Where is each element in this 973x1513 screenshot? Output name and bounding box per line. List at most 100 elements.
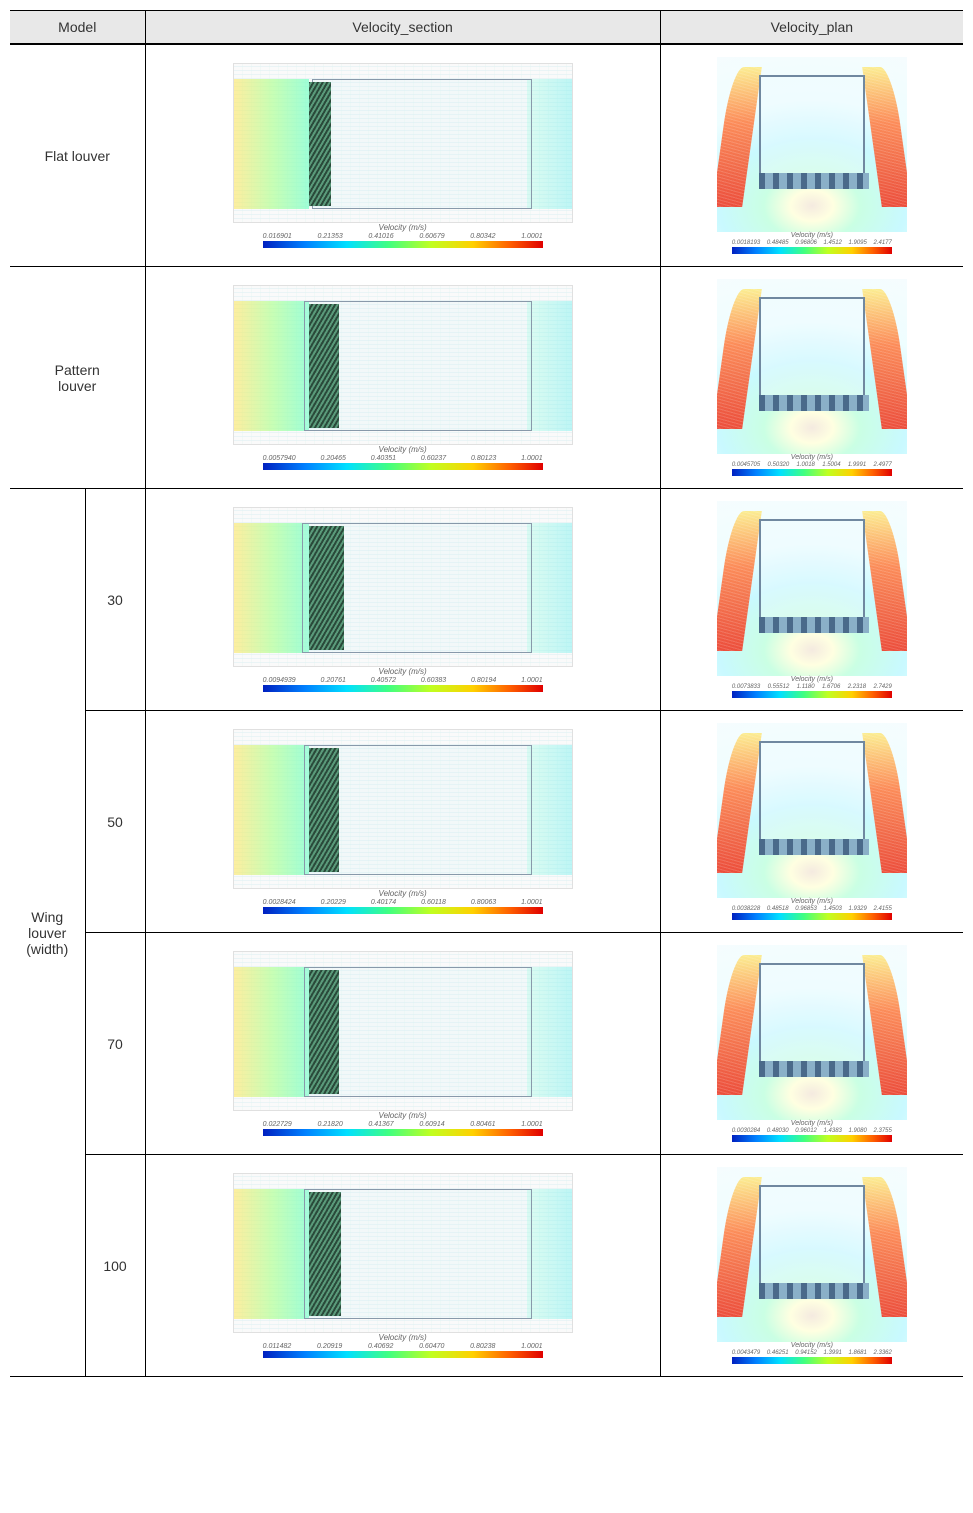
cfd-plan-figure: Velocity (m/s) 0.00434790.462510.941521.… bbox=[717, 1167, 907, 1364]
velocity-field-plan bbox=[717, 57, 907, 232]
colorbar-value: 1.9329 bbox=[849, 906, 867, 912]
inlet-zone bbox=[234, 967, 309, 1097]
colorbar-value: 0.40174 bbox=[371, 899, 396, 906]
colorbar-value: 0.60237 bbox=[421, 455, 446, 462]
sub-label: 70 bbox=[85, 933, 145, 1155]
cell-plan: Velocity (m/s) 0.00382280.485180.968531.… bbox=[660, 711, 963, 933]
colorbar-value: 1.3991 bbox=[824, 1350, 842, 1356]
colorbar-value: 0.60914 bbox=[419, 1121, 444, 1128]
plan-louver bbox=[759, 617, 869, 633]
colorbar-value: 0.60679 bbox=[419, 233, 444, 240]
cell-section: Velocity (m/s) 0.00284240.202290.401740.… bbox=[145, 711, 660, 933]
colorbar-value: 0.0045705 bbox=[732, 462, 760, 468]
colorbar-value: 1.9080 bbox=[849, 1128, 867, 1134]
colorbar-value: 0.55512 bbox=[768, 684, 790, 690]
outlet-zone bbox=[527, 1189, 572, 1319]
colorbar-value: 0.20761 bbox=[321, 677, 346, 684]
table-row: Winglouver(width)30 Velocity (m/s) 0.009… bbox=[10, 489, 963, 711]
colorbar-value: 2.3755 bbox=[873, 1128, 891, 1134]
velocity-field-section bbox=[233, 729, 573, 889]
colorbar-section: Velocity (m/s) 0.00579400.204650.403510.… bbox=[263, 445, 543, 470]
colorbar-values: 0.00949390.207610.405720.603830.801941.0… bbox=[263, 677, 543, 684]
colorbar-value: 0.20919 bbox=[317, 1343, 342, 1350]
inlet-zone bbox=[234, 1189, 309, 1319]
colorbar-label: Velocity (m/s) bbox=[732, 232, 892, 239]
colorbar-gradient bbox=[732, 913, 892, 920]
colorbar-value: 0.0028424 bbox=[263, 899, 296, 906]
colorbar-values: 0.0227290.218200.413670.609140.804611.00… bbox=[263, 1121, 543, 1128]
outlet-zone bbox=[527, 745, 572, 875]
louver-zone bbox=[309, 748, 339, 872]
chamber-outline bbox=[312, 79, 532, 209]
colorbar-values: 0.00738330.555121.11801.67062.23182.7429 bbox=[732, 684, 892, 690]
louver-zone bbox=[309, 82, 331, 206]
colorbar-label: Velocity (m/s) bbox=[263, 667, 543, 676]
colorbar-value: 0.022729 bbox=[263, 1121, 292, 1128]
cfd-section-figure: Velocity (m/s) 0.00579400.204650.403510.… bbox=[233, 285, 573, 470]
colorbar-value: 0.80238 bbox=[470, 1343, 495, 1350]
colorbar-value: 1.0001 bbox=[521, 1343, 542, 1350]
louver-zone bbox=[309, 526, 344, 650]
plan-louver bbox=[759, 1283, 869, 1299]
colorbar-value: 0.80063 bbox=[471, 899, 496, 906]
velocity-field-section bbox=[233, 285, 573, 445]
colorbar-plan: Velocity (m/s) 0.00738330.555121.11801.6… bbox=[732, 676, 892, 698]
colorbar-value: 0.0073833 bbox=[732, 684, 760, 690]
colorbar-value: 0.96012 bbox=[795, 1128, 817, 1134]
cfd-section-figure: Velocity (m/s) 0.0169010.213530.410160.6… bbox=[233, 63, 573, 248]
colorbar-value: 0.016901 bbox=[263, 233, 292, 240]
colorbar-value: 1.8681 bbox=[849, 1350, 867, 1356]
colorbar-section: Velocity (m/s) 0.0169010.213530.410160.6… bbox=[263, 223, 543, 248]
colorbar-value: 1.0001 bbox=[521, 455, 542, 462]
colorbar-values: 0.00302840.480300.960121.43831.90802.375… bbox=[732, 1128, 892, 1134]
cfd-plan-figure: Velocity (m/s) 0.00382280.485180.968531.… bbox=[717, 723, 907, 920]
colorbar-value: 0.20229 bbox=[321, 899, 346, 906]
sub-label: 50 bbox=[85, 711, 145, 933]
colorbar-plan: Velocity (m/s) 0.00457050.503201.00181.5… bbox=[732, 454, 892, 476]
plan-louver bbox=[759, 395, 869, 411]
colorbar-plan: Velocity (m/s) 0.00181930.484850.968061.… bbox=[732, 232, 892, 254]
plan-box-outline bbox=[759, 1185, 865, 1297]
plan-side-left bbox=[717, 1177, 762, 1317]
colorbar-value: 2.7429 bbox=[873, 684, 891, 690]
model-label: Winglouver(width) bbox=[10, 489, 85, 1377]
colorbar-value: 0.94152 bbox=[795, 1350, 817, 1356]
colorbar-section: Velocity (m/s) 0.0227290.218200.413670.6… bbox=[263, 1111, 543, 1136]
colorbar-value: 0.60118 bbox=[421, 899, 446, 906]
colorbar-label: Velocity (m/s) bbox=[263, 1111, 543, 1120]
table-row: Flat louver Velocity (m/s) 0.0169010.213… bbox=[10, 44, 963, 267]
colorbar-value: 0.0030284 bbox=[732, 1128, 760, 1134]
plan-louver bbox=[759, 839, 869, 855]
colorbar-gradient bbox=[732, 1357, 892, 1364]
cfd-section-figure: Velocity (m/s) 0.0114820.209190.406920.6… bbox=[233, 1173, 573, 1358]
colorbar-gradient bbox=[263, 907, 543, 914]
colorbar-value: 0.48518 bbox=[767, 906, 789, 912]
cell-plan: Velocity (m/s) 0.00434790.462510.941521.… bbox=[660, 1155, 963, 1377]
plan-side-left bbox=[717, 67, 762, 207]
plan-box-outline bbox=[759, 741, 865, 853]
velocity-field-section bbox=[233, 1173, 573, 1333]
colorbar-values: 0.00579400.204650.403510.602370.801231.0… bbox=[263, 455, 543, 462]
colorbar-value: 0.41367 bbox=[368, 1121, 393, 1128]
colorbar-label: Velocity (m/s) bbox=[263, 223, 543, 232]
colorbar-values: 0.0028424 0.20229 0.40174 0.60118 0.80063 1.0… bbox=[263, 899, 543, 906]
outlet-zone bbox=[527, 523, 572, 653]
table-row: 50 Velocity (m/s) 0.00284240.202290.4017… bbox=[10, 711, 963, 933]
plan-box-outline bbox=[759, 75, 865, 187]
sub-label: 30 bbox=[85, 489, 145, 711]
inlet-zone bbox=[234, 745, 309, 875]
cell-plan: Velocity (m/s) 0.00457050.503201.00181.5… bbox=[660, 267, 963, 489]
colorbar-label: Velocity (m/s) bbox=[732, 1342, 892, 1349]
colorbar-value: 2.4977 bbox=[874, 462, 892, 468]
colorbar-value: 1.0001 bbox=[521, 899, 542, 906]
cfd-plan-figure: Velocity (m/s) 0.00181930.484850.968061.… bbox=[717, 57, 907, 254]
colorbar-value: 2.2318 bbox=[848, 684, 866, 690]
plan-box-outline bbox=[759, 297, 865, 409]
colorbar-label: Velocity (m/s) bbox=[732, 676, 892, 683]
colorbar-values: 0.00434790.462510.941521.39911.86812.336… bbox=[732, 1350, 892, 1356]
colorbar-value: 1.0018 bbox=[797, 462, 815, 468]
velocity-field-section bbox=[233, 507, 573, 667]
colorbar-values: 0.00457050.503201.00181.50041.99912.4977 bbox=[732, 462, 892, 468]
colorbar-value: 1.0001 bbox=[521, 1121, 542, 1128]
colorbar-value: 1.4383 bbox=[824, 1128, 842, 1134]
